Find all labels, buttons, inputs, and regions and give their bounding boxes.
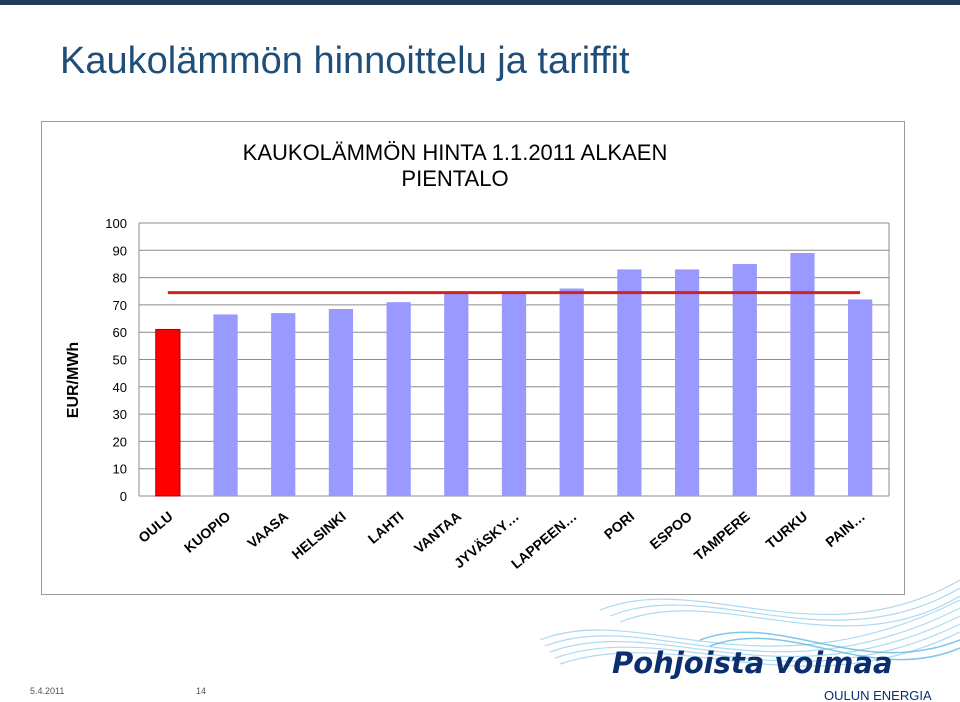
y-tick-0: 0 <box>120 489 127 504</box>
logo-pohjoista-voimaa: Pohjoista voimaa <box>612 646 893 680</box>
bar-oulu <box>155 328 181 497</box>
bar-pain <box>848 299 873 496</box>
x-tick-label: LAHTI <box>365 508 407 547</box>
y-tick-40: 40 <box>113 380 127 395</box>
bar-vantaa <box>444 293 469 496</box>
bar-jyväsky <box>501 292 527 496</box>
y-tick-10: 10 <box>113 462 127 477</box>
chart-frame <box>41 121 905 595</box>
y-tick-90: 90 <box>113 243 127 258</box>
y-axis-label: EUR/MWh <box>65 342 82 418</box>
bar-lappeen <box>559 288 584 496</box>
bar-espoo <box>674 269 700 496</box>
y-tick-30: 30 <box>113 407 127 422</box>
bars <box>155 253 873 497</box>
top-rule <box>0 0 960 5</box>
y-tick-50: 50 <box>113 353 127 368</box>
y-tick-labels: 0 10 20 30 40 50 60 70 80 90 100 <box>105 216 127 504</box>
x-tick-label: ESPOO <box>647 508 696 552</box>
x-tick-label: PORI <box>601 508 638 542</box>
y-tick-60: 60 <box>113 325 127 340</box>
x-tick-label: TURKU <box>763 508 811 552</box>
footer-page-number: 14 <box>196 686 207 696</box>
y-tick-100: 100 <box>105 216 127 231</box>
chart-title-line-1: KAUKOLÄMMÖN HINTA 1.1.2011 ALKAEN <box>243 140 668 165</box>
slide-title: Kaukolämmön hinnoittelu ja tariffit <box>60 40 630 82</box>
bar-kuopio <box>213 314 238 496</box>
bar-vaasa <box>271 313 296 496</box>
footer-date: 5.4.2011 <box>30 686 65 696</box>
logo-oulun-energia: OULUN ENERGIA <box>824 688 932 702</box>
x-tick-label: HELSINKI <box>289 508 349 562</box>
y-tick-80: 80 <box>113 271 127 286</box>
bar-turku <box>790 253 815 496</box>
x-tick-label: TAMPERE <box>691 508 753 564</box>
bar-helsinki <box>328 308 354 496</box>
x-tick-label: VAASA <box>244 508 291 551</box>
y-tick-70: 70 <box>113 298 127 313</box>
bar-tampere <box>732 263 757 496</box>
chart-title-line-2: PIENTALO <box>401 166 508 191</box>
x-tick-label: PAIN… <box>822 508 868 550</box>
bar-lahti <box>386 302 411 496</box>
x-tick-label: OULU <box>135 508 176 546</box>
bar-pori <box>617 269 642 496</box>
x-tick-label: VANTAA <box>411 508 464 556</box>
x-tick-label: KUOPIO <box>181 508 234 556</box>
y-tick-20: 20 <box>113 434 127 449</box>
